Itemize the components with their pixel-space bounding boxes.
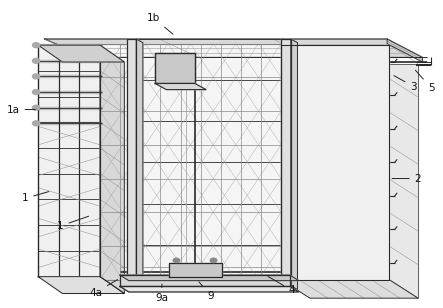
Polygon shape	[281, 39, 291, 286]
Polygon shape	[100, 45, 124, 294]
Circle shape	[32, 121, 39, 126]
Polygon shape	[281, 280, 418, 298]
Polygon shape	[38, 45, 100, 277]
Circle shape	[210, 258, 217, 263]
Polygon shape	[127, 39, 136, 286]
Text: 4a: 4a	[89, 280, 117, 298]
Polygon shape	[387, 39, 423, 62]
Polygon shape	[310, 63, 418, 298]
Polygon shape	[45, 39, 423, 57]
Polygon shape	[155, 53, 195, 83]
Polygon shape	[168, 263, 222, 277]
Text: 1: 1	[22, 192, 49, 204]
Polygon shape	[281, 45, 389, 280]
Text: 1: 1	[57, 216, 89, 231]
Polygon shape	[100, 44, 281, 280]
Text: 1a: 1a	[7, 104, 35, 115]
Circle shape	[173, 258, 180, 263]
Polygon shape	[38, 277, 124, 294]
Polygon shape	[38, 45, 124, 62]
Polygon shape	[120, 275, 299, 281]
Text: 9a: 9a	[155, 284, 168, 303]
Text: 5: 5	[416, 70, 435, 93]
Circle shape	[32, 74, 39, 79]
Text: 9: 9	[199, 282, 214, 301]
Polygon shape	[120, 286, 299, 292]
Circle shape	[32, 58, 39, 63]
Text: 4: 4	[268, 277, 295, 295]
Text: 2: 2	[392, 173, 421, 184]
Text: 3: 3	[394, 76, 417, 91]
Text: 1b: 1b	[147, 13, 173, 34]
Polygon shape	[291, 39, 297, 290]
Polygon shape	[155, 83, 206, 90]
Polygon shape	[120, 275, 290, 286]
Circle shape	[32, 105, 39, 110]
Circle shape	[32, 90, 39, 95]
Circle shape	[32, 43, 39, 48]
Polygon shape	[136, 39, 143, 290]
